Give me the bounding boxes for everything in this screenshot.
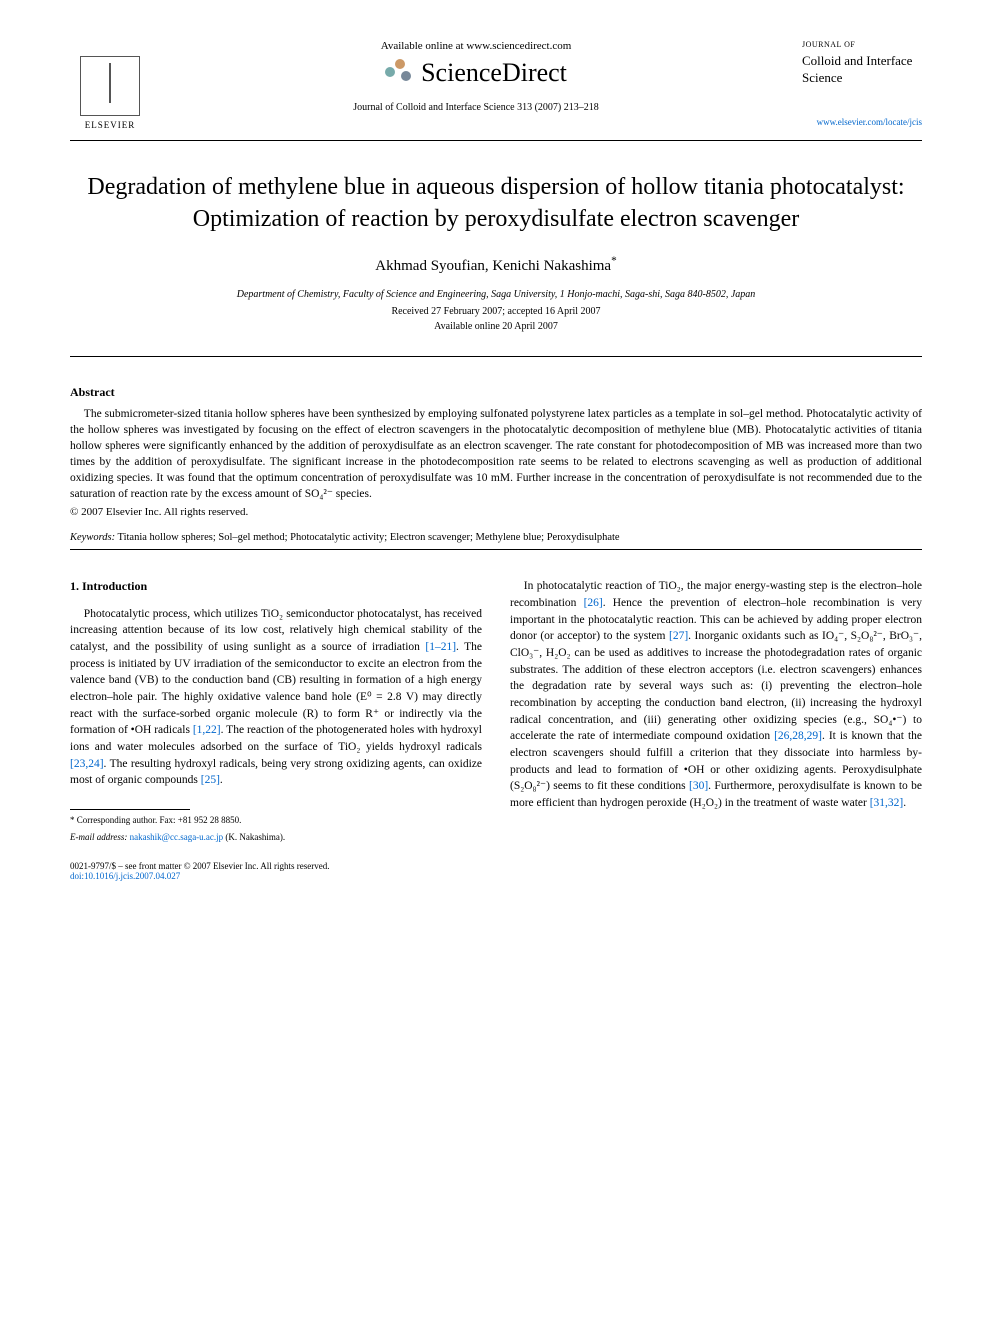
intro-paragraph-1: Photocatalytic process, which utilizes T… xyxy=(70,606,482,789)
keywords-text: Titania hollow spheres; Sol–gel method; … xyxy=(118,532,620,543)
affiliation: Department of Chemistry, Faculty of Scie… xyxy=(70,289,922,300)
abstract-section: Abstract The submicrometer-sized titania… xyxy=(70,385,922,519)
citation-link[interactable]: [27] xyxy=(669,630,688,642)
text-fragment: . xyxy=(220,774,223,786)
email-label: E-mail address: xyxy=(70,832,127,842)
available-online-text: Available online at www.sciencedirect.co… xyxy=(150,40,802,52)
available-online-date: Available online 20 April 2007 xyxy=(70,321,922,332)
citation-link[interactable]: [26] xyxy=(584,597,603,609)
journal-reference: Journal of Colloid and Interface Science… xyxy=(150,102,802,113)
doi-link[interactable]: doi:10.1016/j.jcis.2007.04.027 xyxy=(70,871,330,881)
citation-link[interactable]: [31,32] xyxy=(870,797,904,809)
keywords-line: Keywords: Titania hollow spheres; Sol–ge… xyxy=(70,532,922,543)
article-title: Degradation of methylene blue in aqueous… xyxy=(80,171,912,236)
journal-name: Colloid and Interface Science xyxy=(802,53,922,87)
elsevier-label: ELSEVIER xyxy=(85,120,136,130)
footnote-rule xyxy=(70,809,190,810)
sciencedirect-text: ScienceDirect xyxy=(421,58,567,88)
abstract-copyright: © 2007 Elsevier Inc. All rights reserved… xyxy=(70,506,922,518)
center-header: Available online at www.sciencedirect.co… xyxy=(150,40,802,113)
abstract-heading: Abstract xyxy=(70,385,922,400)
text-fragment: . The process is initiated by UV irradia… xyxy=(70,641,482,736)
page-header: ELSEVIER Available online at www.science… xyxy=(70,40,922,130)
text-fragment: Photocatalytic process, which utilizes T… xyxy=(70,608,482,653)
citation-link[interactable]: [30] xyxy=(689,780,708,792)
corresponding-footnote: * Corresponding author. Fax: +81 952 28 … xyxy=(70,814,482,827)
footer-left: 0021-9797/$ – see front matter © 2007 El… xyxy=(70,861,330,881)
email-attribution: (K. Nakashima). xyxy=(225,832,285,842)
abstract-rule xyxy=(70,549,922,550)
abstract-text: The submicrometer-sized titania hollow s… xyxy=(70,406,922,503)
header-rule xyxy=(70,140,922,141)
journal-small-label: JOURNAL OF xyxy=(802,40,922,49)
page-footer: 0021-9797/$ – see front matter © 2007 El… xyxy=(70,861,922,881)
section-1-heading: 1. Introduction xyxy=(70,578,482,595)
citation-link[interactable]: [26,28,29] xyxy=(774,730,822,742)
sciencedirect-icon xyxy=(385,59,413,87)
citation-link[interactable]: [1–21] xyxy=(425,641,456,653)
citation-link[interactable]: [1,22] xyxy=(193,724,221,736)
citation-link[interactable]: [25] xyxy=(201,774,220,786)
intro-paragraph-2: In photocatalytic reaction of TiO₂, the … xyxy=(510,578,922,811)
elsevier-logo: ELSEVIER xyxy=(70,40,150,130)
text-fragment: . The resulting hydroxyl radicals, being… xyxy=(70,758,482,787)
citation-link[interactable]: [23,24] xyxy=(70,758,104,770)
sciencedirect-logo: ScienceDirect xyxy=(385,58,567,88)
text-fragment: . xyxy=(903,797,906,809)
email-link[interactable]: nakashik@cc.saga-u.ac.jp xyxy=(130,832,224,842)
column-right: In photocatalytic reaction of TiO₂, the … xyxy=(510,578,922,843)
text-fragment: . Inorganic oxidants such as IO₄⁻, S₂O₈²… xyxy=(510,630,922,742)
body-columns: 1. Introduction Photocatalytic process, … xyxy=(70,578,922,843)
keywords-label: Keywords: xyxy=(70,532,115,543)
author-names: Akhmad Syoufian, Kenichi Nakashima xyxy=(375,258,611,274)
column-left: 1. Introduction Photocatalytic process, … xyxy=(70,578,482,843)
elsevier-tree-icon xyxy=(80,56,140,116)
authors: Akhmad Syoufian, Kenichi Nakashima* xyxy=(70,258,922,275)
corresponding-marker: * xyxy=(611,255,617,267)
received-accepted: Received 27 February 2007; accepted 16 A… xyxy=(70,306,922,317)
email-footnote: E-mail address: nakashik@cc.saga-u.ac.jp… xyxy=(70,831,482,844)
title-rule xyxy=(70,356,922,357)
journal-title-box: JOURNAL OF Colloid and Interface Science… xyxy=(802,40,922,127)
journal-url[interactable]: www.elsevier.com/locate/jcis xyxy=(802,117,922,127)
front-matter-line: 0021-9797/$ – see front matter © 2007 El… xyxy=(70,861,330,871)
